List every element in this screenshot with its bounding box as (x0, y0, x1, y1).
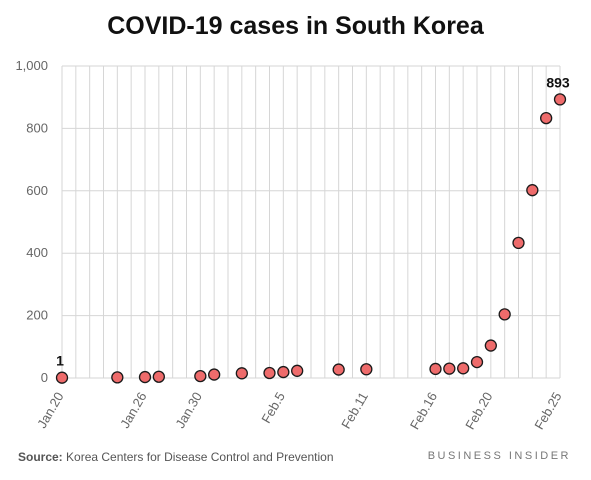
data-point (484, 339, 497, 352)
x-tick-label: Feb.20 (462, 389, 495, 432)
y-tick-label: 400 (26, 245, 48, 260)
data-point (111, 371, 124, 384)
source-text: Korea Centers for Disease Control and Pr… (66, 450, 334, 464)
chart-title: COVID-19 cases in South Korea (107, 12, 484, 40)
data-point (55, 371, 69, 384)
y-tick-label: 800 (26, 120, 48, 135)
brand-logo: BUSINESS INSIDER (427, 450, 571, 462)
data-point (498, 308, 511, 321)
x-tick-label: Jan.26 (117, 389, 150, 430)
data-point (429, 362, 442, 376)
data-point (360, 363, 373, 376)
y-tick-label: 200 (26, 308, 48, 323)
source-label: Source: (18, 450, 63, 464)
scatter-chart: 0 200 400 600 800 1,000 Jan.20 Jan.26 Jan.30 Feb.… (15, 58, 570, 432)
data-point (208, 368, 221, 381)
y-tick-label: 0 (41, 370, 48, 385)
y-tick-label: 1,000 (15, 58, 48, 73)
x-tick-label: Jan.30 (172, 389, 205, 430)
data-point (526, 184, 539, 197)
data-point (512, 236, 525, 250)
y-tick-label: 600 (26, 183, 48, 198)
source-note: Source: Korea Centers for Disease Contro… (18, 450, 334, 464)
x-tick-label: Feb.16 (407, 389, 440, 432)
x-tick-label: Feb.25 (531, 389, 564, 432)
data-point (194, 369, 207, 383)
data-point (291, 364, 304, 377)
data-point (553, 93, 567, 106)
data-point (470, 355, 484, 369)
data-point (138, 370, 152, 384)
data-point (457, 362, 470, 375)
data-point (332, 363, 345, 376)
data-point (540, 111, 553, 125)
data-point (277, 365, 290, 379)
data-point (152, 370, 165, 383)
data-label: 1 (56, 353, 64, 369)
data-point (235, 367, 248, 380)
data-point (263, 366, 276, 380)
data-point (443, 362, 456, 375)
x-tick-label: Feb.11 (338, 389, 371, 431)
x-tick-label: Feb.5 (258, 389, 288, 425)
data-label: 893 (546, 74, 570, 90)
x-tick-label: Jan.20 (34, 389, 67, 430)
